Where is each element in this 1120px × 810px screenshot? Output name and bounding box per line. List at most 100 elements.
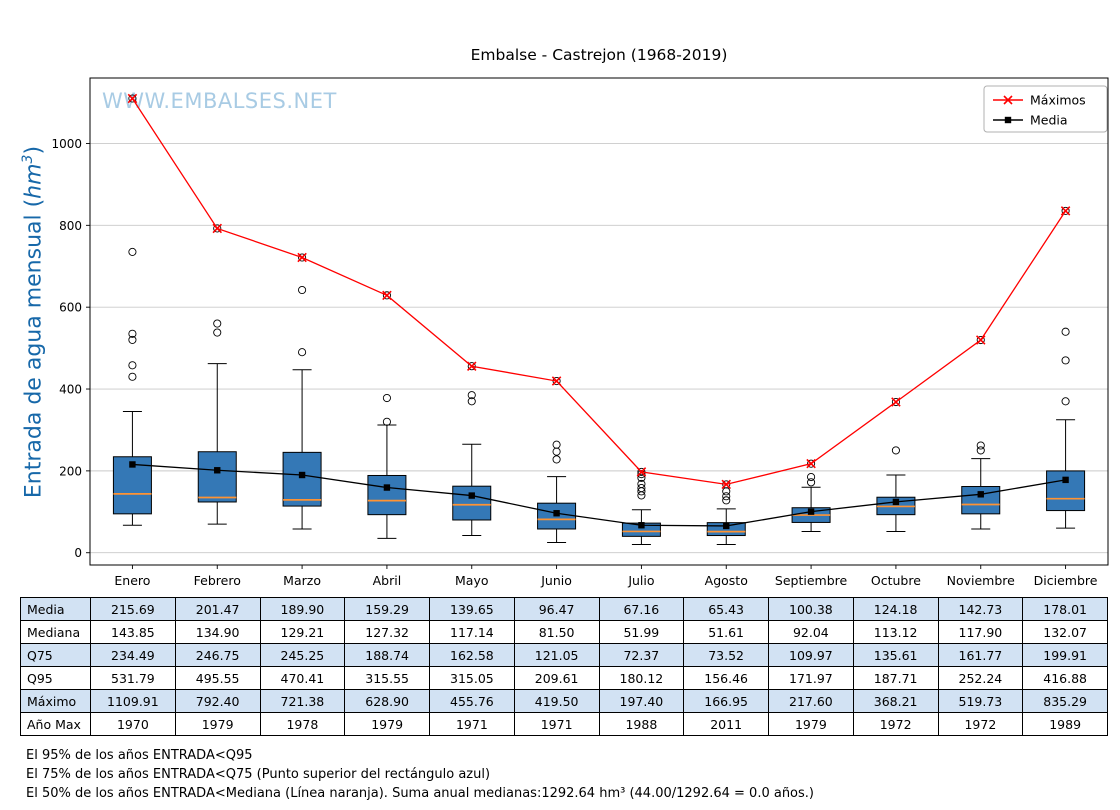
- table-cell: 1978: [259, 712, 346, 736]
- outlier-marker: [1061, 327, 1070, 336]
- table-cell: 234.49: [90, 643, 176, 667]
- table-cell: 51.99: [598, 620, 685, 644]
- table-cell: 315.55: [344, 666, 430, 690]
- x-marker: [975, 335, 986, 345]
- table-cell: 124.18: [852, 597, 939, 621]
- box-Enero: [112, 94, 152, 526]
- legend-label: Máximos: [1030, 93, 1086, 108]
- box-rect: [452, 485, 492, 521]
- table-cell: 65.43: [683, 597, 769, 621]
- chart-title: Embalse - Castrejon (1968-2019): [470, 46, 728, 64]
- square-marker: [638, 522, 645, 529]
- table-row-label: Mediana: [20, 620, 91, 644]
- table-row: Q75 234.49 246.75 245.25 188.74 162.58 121.05 7…: [20, 643, 1108, 667]
- x-tick-label: Febrero: [194, 573, 241, 588]
- outlier-marker: [213, 319, 222, 328]
- outlier-marker: [467, 397, 476, 406]
- table-cell: 96.47: [513, 597, 600, 621]
- outlier-marker: [382, 393, 391, 403]
- outlier-marker: [213, 328, 222, 337]
- table-cell: 162.58: [429, 643, 515, 667]
- x-tick-label: Diciembre: [1034, 573, 1098, 588]
- y-tick-label: 200: [59, 464, 82, 478]
- table-cell: 1971: [513, 712, 600, 736]
- y-tick-label: 400: [59, 383, 82, 397]
- box-Marzo: [282, 253, 322, 530]
- outlier-marker: [976, 335, 985, 345]
- outlier-marker: [1061, 206, 1070, 215]
- table-cell: 1979: [344, 712, 430, 736]
- outlier-marker: [298, 253, 307, 262]
- table-cell: 835.29: [1022, 689, 1108, 713]
- outlier-marker: [637, 479, 646, 489]
- legend-label: Media: [1030, 113, 1068, 128]
- table-cell: 188.74: [344, 643, 430, 667]
- table-cell: 67.16: [598, 597, 685, 621]
- table-cell: 217.60: [768, 689, 854, 713]
- table-cell: 132.07: [1022, 620, 1108, 644]
- table-cell: 180.12: [598, 666, 685, 690]
- table-cell: 368.21: [852, 689, 939, 713]
- table-cell: 199.91: [1022, 643, 1108, 667]
- square-marker: [383, 484, 391, 491]
- outlier-marker: [128, 329, 137, 338]
- table-cell: 519.73: [937, 689, 1024, 713]
- table-cell: 171.97: [768, 666, 854, 690]
- outlier-marker: [128, 361, 137, 370]
- table-cell: 1971: [429, 712, 515, 736]
- box-rect: [367, 474, 407, 516]
- table-cell: 51.61: [683, 620, 769, 644]
- table-cell: 455.76: [429, 689, 515, 713]
- footnote: El 75% de los años ENTRADA<Q75 (Punto su…: [26, 767, 491, 782]
- table-row-label: Media: [20, 597, 91, 621]
- table-row-label: Máximo: [20, 689, 91, 713]
- footnotes: El 95% de los años ENTRADA<Q95 El 75% de …: [26, 748, 1106, 805]
- x-tick-label: Septiembre: [775, 573, 848, 588]
- outlier-marker: [382, 291, 391, 300]
- outlier-marker: [637, 484, 646, 493]
- table-cell: 792.40: [174, 689, 261, 713]
- table-cell: 470.41: [259, 666, 346, 690]
- x-marker: [721, 479, 732, 490]
- outlier-marker: [382, 417, 391, 426]
- x-tick-label: Abril: [373, 573, 402, 588]
- x-marker: [891, 397, 901, 407]
- box-Septiembre: [791, 459, 831, 532]
- table-cell: 187.71: [852, 666, 939, 690]
- table-cell: 495.55: [174, 666, 261, 690]
- table-cell: 117.90: [937, 620, 1024, 644]
- outlier-marker: [467, 391, 476, 400]
- table-cell: 1970: [90, 712, 176, 736]
- box-Octubre: [876, 397, 916, 532]
- y-tick-label: 600: [59, 301, 82, 315]
- x-marker: [466, 361, 477, 371]
- outlier-marker: [807, 459, 816, 468]
- table-cell: 142.73: [937, 597, 1024, 621]
- box-rect: [197, 451, 237, 503]
- table-cell: 1109.91: [90, 689, 176, 713]
- table-row: Media 215.69 201.47 189.90 159.29 139.65 96.47…: [20, 597, 1108, 621]
- x-tick-label: Junio: [540, 573, 572, 588]
- outlier-marker: [807, 472, 816, 482]
- x-marker: [551, 376, 562, 386]
- table-cell: 189.90: [259, 597, 346, 621]
- table-cell: 139.65: [429, 597, 515, 621]
- x-marker: [127, 93, 138, 104]
- x-marker: [806, 458, 816, 469]
- outlier-marker: [128, 247, 137, 256]
- outlier-marker: [128, 372, 137, 381]
- table-cell: 113.12: [852, 620, 939, 644]
- x-tick-label: Marzo: [283, 573, 321, 588]
- outlier-marker: [722, 496, 731, 505]
- outlier-marker: [128, 94, 137, 103]
- table-cell: 628.90: [344, 689, 430, 713]
- x-marker: [1060, 206, 1071, 216]
- table-cell: 129.21: [259, 620, 346, 644]
- table-row-label: Año Max: [20, 712, 91, 736]
- square-marker: [977, 491, 984, 498]
- table-cell: 72.37: [598, 643, 685, 667]
- table-cell: 73.52: [683, 643, 769, 667]
- table-cell: 127.32: [344, 620, 430, 644]
- outlier-marker: [807, 478, 816, 487]
- table-cell: 2011: [683, 712, 769, 736]
